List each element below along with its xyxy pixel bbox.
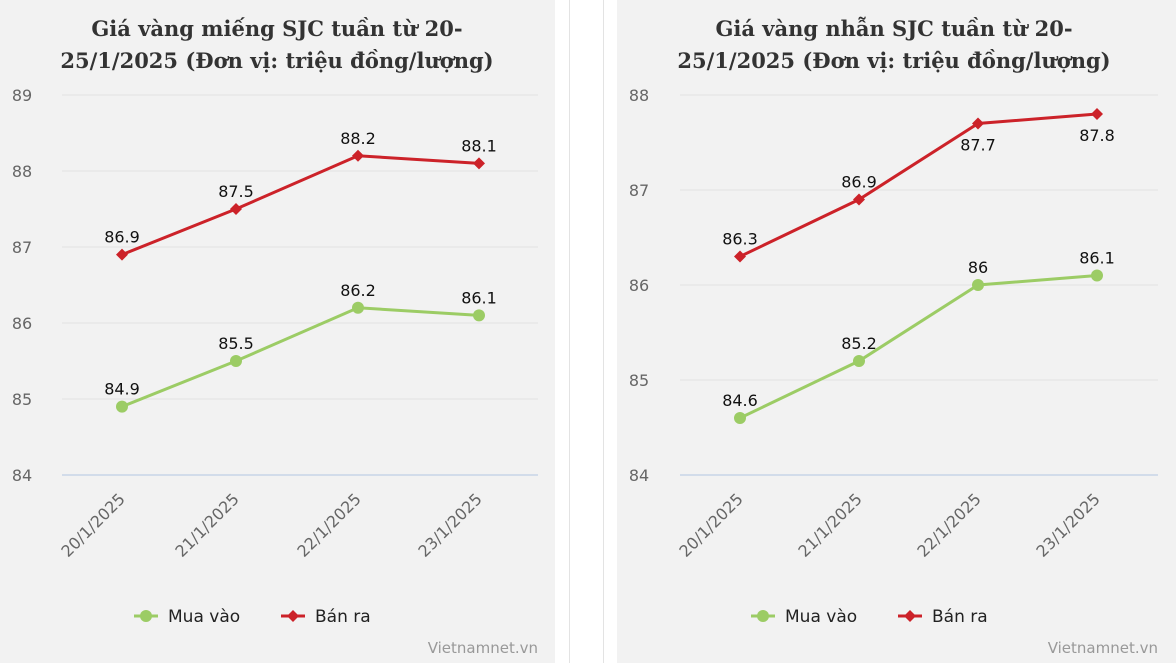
data-label: 86.9: [104, 228, 140, 247]
divider: [569, 0, 570, 663]
x-tick-label: 22/1/2025: [293, 489, 364, 560]
legend-diamond-icon: [904, 610, 916, 622]
data-label: 86.3: [722, 230, 758, 249]
data-label: 84.9: [104, 380, 140, 399]
data-label: 86.1: [1079, 249, 1115, 268]
data-point: [734, 412, 746, 424]
x-tick-label: 22/1/2025: [913, 489, 984, 560]
series-line-ban-ra: [739, 112, 1098, 258]
y-tick-label: 85: [12, 390, 32, 409]
y-tick-label: 86: [12, 314, 32, 333]
y-tick-label: 85: [629, 371, 649, 390]
legend-circle-icon: [757, 610, 769, 622]
data-label: 85.2: [841, 334, 877, 353]
data-point: [116, 400, 128, 413]
data-point: [1091, 108, 1103, 120]
legend-item[interactable]: Mua vào: [785, 607, 857, 627]
x-tick-label: 20/1/2025: [57, 489, 128, 560]
x-tick-label: 23/1/2025: [414, 489, 485, 560]
chart-title: Giá vàng nhẫn SJC tuần từ 20-: [715, 16, 1072, 41]
x-tick-label: 21/1/2025: [171, 489, 242, 560]
y-tick-label: 87: [12, 238, 32, 257]
chart-sjc-bar: Giá vàng miếng SJC tuần từ 20- 25/1/2025 …: [12, 16, 538, 657]
data-label: 87.8: [1079, 126, 1115, 145]
chart-title: 25/1/2025 (Đơn vị: triệu đồng/lượng): [677, 48, 1110, 73]
data-point: [230, 355, 242, 367]
divider: [603, 0, 604, 663]
legend-item[interactable]: Bán ra: [932, 607, 988, 627]
chart-panel-sjc-ring: Giá vàng nhẫn SJC tuần từ 20- 25/1/2025 (…: [617, 0, 1176, 663]
legend-circle-icon: [140, 610, 152, 622]
series-line-mua-vao: [121, 306, 480, 408]
chart-title: Giá vàng miếng SJC tuần từ 20-: [91, 16, 462, 41]
data-label: 86.1: [461, 288, 497, 307]
y-tick-label: 86: [629, 276, 649, 295]
data-point: [972, 279, 984, 291]
data-label: 87.5: [218, 182, 254, 201]
x-tick-label: 23/1/2025: [1032, 489, 1103, 560]
y-tick-label: 88: [629, 86, 649, 105]
data-label: 87.7: [960, 136, 996, 155]
data-label: 86.9: [841, 173, 877, 192]
data-point: [853, 355, 865, 367]
x-tick-label: 21/1/2025: [794, 489, 865, 560]
data-label: 85.5: [218, 334, 254, 353]
data-point: [352, 301, 364, 314]
legend-diamond-icon: [287, 610, 299, 622]
y-tick-label: 88: [12, 162, 32, 181]
data-label: 88.2: [340, 129, 376, 148]
legend-item[interactable]: Bán ra: [315, 607, 371, 627]
credit-text: Vietnamnet.vn: [1048, 639, 1158, 657]
credit-text: Vietnamnet.vn: [428, 639, 538, 657]
data-point: [473, 157, 485, 170]
data-point: [1091, 269, 1103, 282]
chart-sjc-ring: Giá vàng nhẫn SJC tuần từ 20- 25/1/2025 (…: [629, 16, 1158, 657]
chart-panel-sjc-bar: Giá vàng miếng SJC tuần từ 20- 25/1/2025 …: [0, 0, 555, 663]
y-tick-label: 89: [12, 86, 32, 105]
legend-item[interactable]: Mua vào: [168, 607, 240, 627]
data-point: [734, 250, 746, 263]
data-label: 84.6: [722, 391, 758, 410]
chart-title: 25/1/2025 (Đơn vị: triệu đồng/lượng): [60, 48, 493, 73]
y-tick-label: 87: [629, 181, 649, 200]
data-point: [230, 203, 242, 215]
y-tick-label: 84: [629, 466, 649, 485]
data-point: [972, 117, 984, 130]
series-line-ban-ra: [121, 154, 480, 256]
y-tick-label: 84: [12, 466, 32, 485]
data-point: [352, 149, 364, 162]
data-label: 88.1: [461, 136, 497, 155]
data-point: [473, 309, 485, 322]
series-line-mua-vao: [739, 274, 1098, 420]
data-label: 86: [968, 258, 988, 277]
data-point: [853, 193, 865, 206]
x-tick-label: 20/1/2025: [675, 489, 746, 560]
data-label: 86.2: [340, 281, 376, 300]
data-point: [116, 248, 128, 261]
